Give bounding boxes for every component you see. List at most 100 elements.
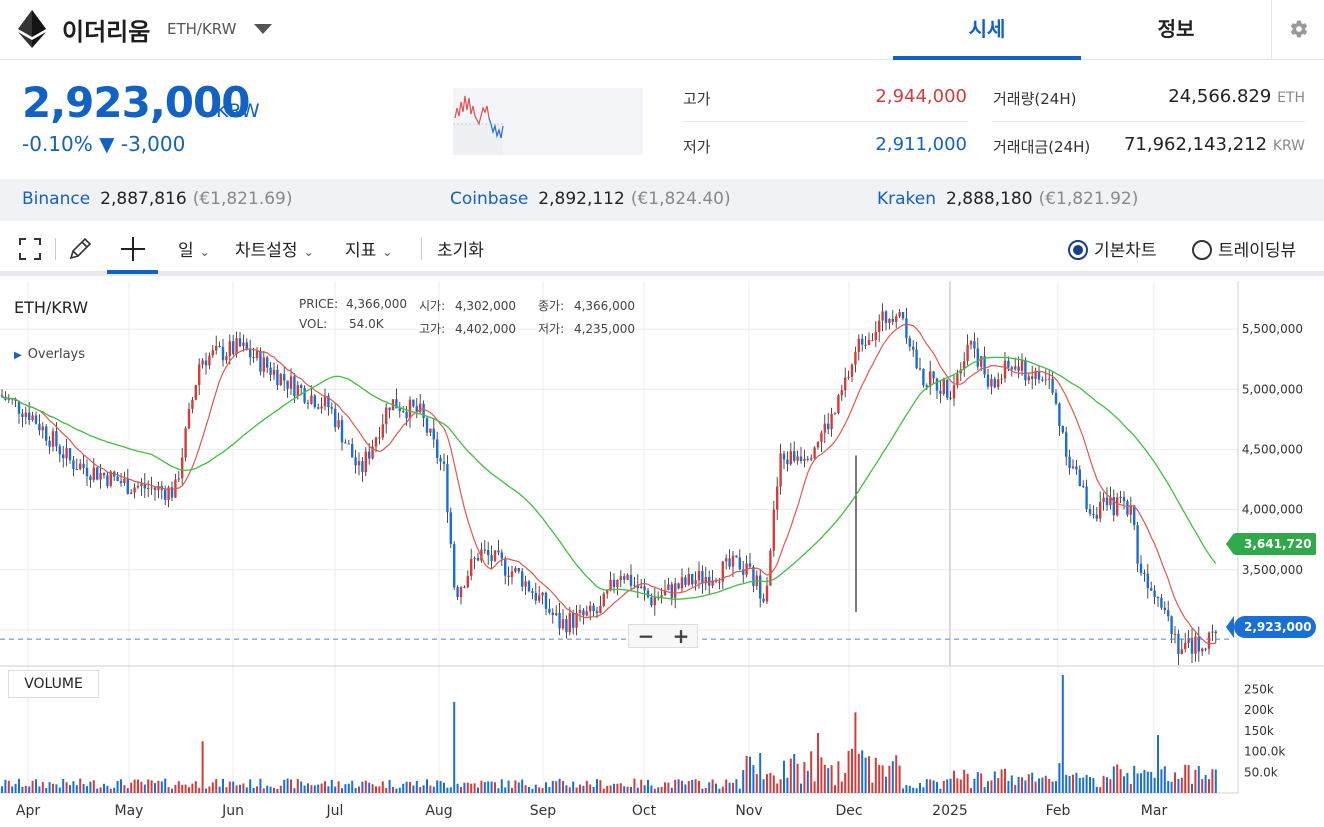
candle-body xyxy=(432,428,435,440)
volume-bar xyxy=(18,778,20,793)
candle-body xyxy=(918,368,922,370)
candle-body xyxy=(327,395,330,408)
candle-body xyxy=(269,367,272,375)
basic-chart-radio[interactable]: 기본차트 xyxy=(1068,236,1157,261)
candle-body xyxy=(653,597,656,606)
volume-bar xyxy=(1140,773,1142,793)
candle-body xyxy=(585,611,588,616)
candle-body xyxy=(874,331,877,341)
volume-bar xyxy=(551,780,554,793)
candle-body xyxy=(238,338,242,346)
indicators-dropdown[interactable]: 지표 ⌄ xyxy=(345,236,392,261)
overlays-toggle[interactable]: ▶ Overlays xyxy=(14,347,85,362)
reset-button[interactable]: 초기화 xyxy=(437,241,484,261)
volume-bar xyxy=(344,784,347,793)
chart-settings-dropdown[interactable]: 차트설정 ⌄ xyxy=(235,236,314,261)
chevron-down-icon[interactable] xyxy=(254,24,272,34)
volume-bar xyxy=(517,782,520,793)
candle-body xyxy=(276,369,279,385)
volume-bar xyxy=(82,784,85,793)
zoom-out-button[interactable]: − xyxy=(637,624,655,648)
candle-body xyxy=(711,580,714,586)
candle-body xyxy=(551,612,554,616)
candle-body xyxy=(1105,497,1109,506)
volume-bar xyxy=(966,773,969,793)
candle-body xyxy=(17,400,21,414)
candle-body xyxy=(371,446,374,459)
tab-market[interactable]: 시세 xyxy=(893,0,1081,60)
volume-bar xyxy=(1163,766,1166,793)
volume-bar xyxy=(718,788,721,793)
volume-bar xyxy=(72,781,75,793)
pencil-icon[interactable] xyxy=(67,236,93,262)
candle-body xyxy=(1187,637,1190,644)
zoom-in-button[interactable]: + xyxy=(672,624,690,648)
candle-body xyxy=(721,561,724,582)
volume-bar xyxy=(276,788,279,793)
candle-body xyxy=(816,441,820,448)
info-label: 저가: xyxy=(538,322,565,336)
candle-body xyxy=(1129,505,1132,515)
overlays-label: Overlays xyxy=(27,347,86,362)
exchange-name[interactable]: Coinbase xyxy=(450,189,529,209)
price-chart-area[interactable]: 5,500,000 5,000,000 4,500,000 4,000,000 3,50… xyxy=(0,281,1324,827)
info-value: 4,235,000 xyxy=(573,322,636,336)
candle-body xyxy=(361,461,364,473)
candlestick-chart[interactable]: 5,500,000 5,000,000 4,500,000 4,000,000 3,50… xyxy=(0,281,1324,827)
exchange-name[interactable]: Binance xyxy=(22,189,91,209)
candle-body xyxy=(776,486,779,510)
candle-body xyxy=(833,413,837,415)
candle-body xyxy=(153,487,157,491)
x-tick-label: Sep xyxy=(530,803,557,819)
volume-bar xyxy=(813,781,816,793)
candle-body xyxy=(898,312,901,317)
candle-body xyxy=(184,428,187,458)
candle-body xyxy=(847,376,850,378)
candle-body xyxy=(952,385,956,399)
volume-bar xyxy=(378,786,381,793)
candle-body xyxy=(595,611,599,614)
candle-body xyxy=(980,356,983,367)
candle-body xyxy=(41,426,44,431)
volume-bar xyxy=(490,781,493,793)
candle-body xyxy=(908,338,911,347)
volume-bar xyxy=(364,780,367,793)
candle-body xyxy=(317,407,320,409)
volume-bar xyxy=(436,780,439,793)
candle-body xyxy=(388,407,391,411)
candle-body xyxy=(782,453,786,460)
candle-body xyxy=(140,483,143,486)
tab-info[interactable]: 정보 xyxy=(1157,17,1195,41)
volume-bar xyxy=(800,783,802,793)
fullscreen-icon[interactable] xyxy=(18,237,42,261)
candle-body xyxy=(619,576,622,580)
candle-body xyxy=(861,338,864,345)
volume-bar xyxy=(990,780,993,793)
candle-body xyxy=(357,461,361,466)
current-price: 2,923,000 xyxy=(22,78,250,127)
volume-bar xyxy=(640,779,643,793)
info-vol-row: VOL: 54.0K xyxy=(299,317,407,331)
candle-body xyxy=(606,590,609,594)
settings-button[interactable] xyxy=(1271,0,1324,60)
candle-body xyxy=(334,408,337,428)
info-close-row: 종가: 4,366,000 xyxy=(538,297,635,314)
volume-bar xyxy=(273,787,275,793)
x-tick-label: Nov xyxy=(735,803,762,819)
exchange-name[interactable]: Kraken xyxy=(877,189,937,209)
candle-body xyxy=(306,402,310,404)
period-dropdown[interactable]: 일 ⌄ xyxy=(178,236,210,261)
volume-bar xyxy=(715,783,717,793)
volume-bar xyxy=(834,785,836,793)
volume-bar xyxy=(300,781,303,793)
chart-pair-title: ETH/KRW xyxy=(14,298,89,317)
exchange-binance: Binance 2,887,816 (€1,821.69) xyxy=(22,189,293,209)
ma-price-tag: 3,641,720 xyxy=(1226,533,1316,555)
candle-body xyxy=(922,369,925,386)
candle-body xyxy=(272,369,276,375)
candle-body xyxy=(568,613,571,633)
candle-body xyxy=(323,395,327,407)
tradingview-radio[interactable]: 트레이딩뷰 xyxy=(1192,236,1296,261)
volume-bar xyxy=(327,786,330,793)
crosshair-icon[interactable] xyxy=(120,236,146,262)
